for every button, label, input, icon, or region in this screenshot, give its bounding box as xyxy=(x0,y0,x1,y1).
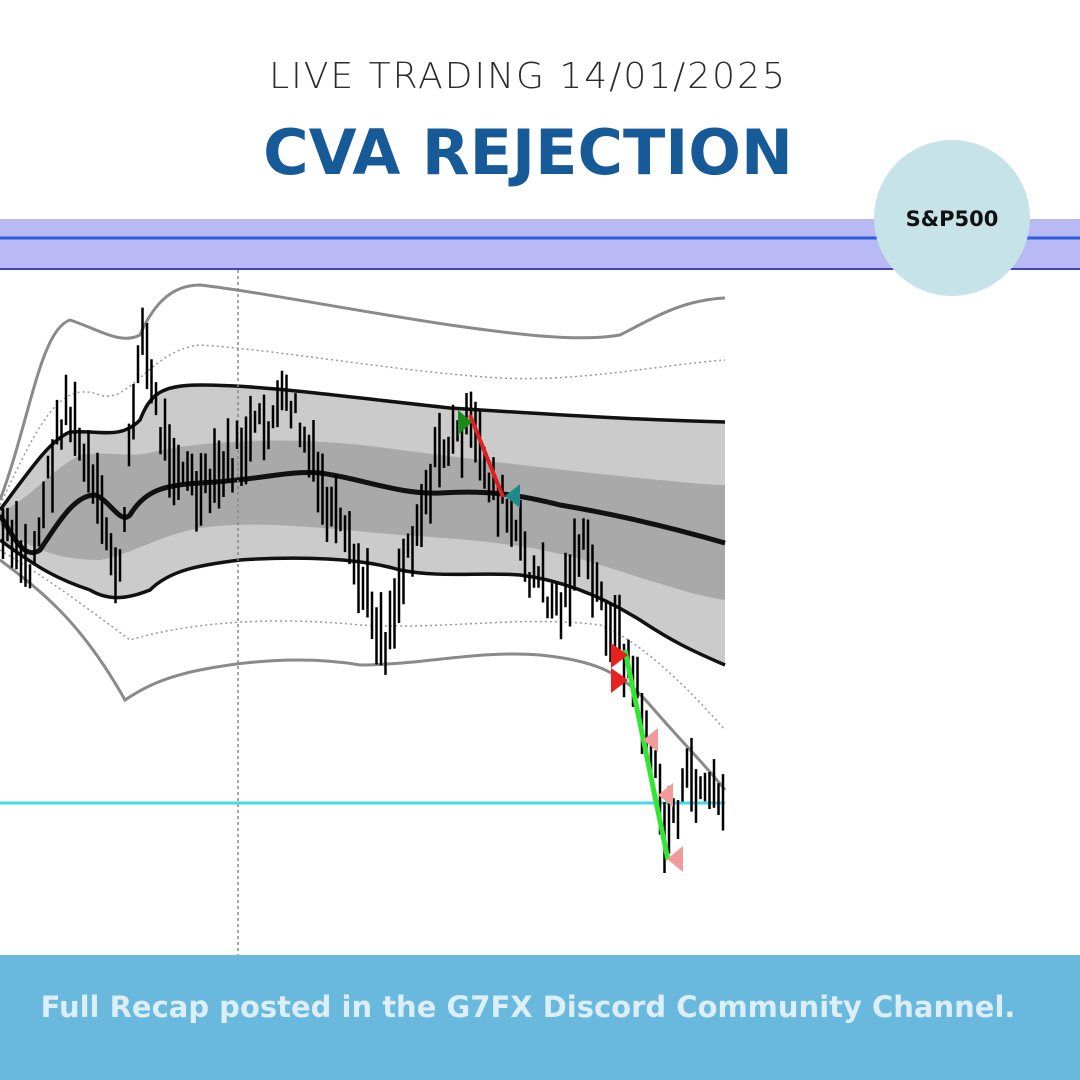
footer-text: Full Recap posted in the G7FX Discord Co… xyxy=(41,990,1016,1024)
badge-label: S&P500 xyxy=(906,207,999,231)
vwap-line xyxy=(0,469,726,555)
inner-area xyxy=(0,440,725,600)
exit-marker xyxy=(667,846,683,872)
title: CVA REJECTION xyxy=(263,116,793,189)
dotted-band xyxy=(0,549,726,731)
entry-marker xyxy=(611,668,628,693)
subtitle: LIVE TRADING 14/01/2025 xyxy=(269,56,787,97)
outer-band xyxy=(0,558,727,791)
badge xyxy=(874,140,1030,296)
trade-line xyxy=(622,649,671,861)
exit-marker xyxy=(658,783,673,807)
exit-marker xyxy=(643,728,658,752)
dotted-band xyxy=(0,344,726,506)
price-bars xyxy=(1,307,725,873)
exit-marker xyxy=(505,484,520,508)
footer-bar xyxy=(0,955,1080,1080)
entry-marker xyxy=(458,410,472,435)
price-bars xyxy=(1,307,725,873)
outer-band xyxy=(0,283,726,501)
entry-marker xyxy=(611,643,628,668)
trade-line xyxy=(468,414,505,498)
